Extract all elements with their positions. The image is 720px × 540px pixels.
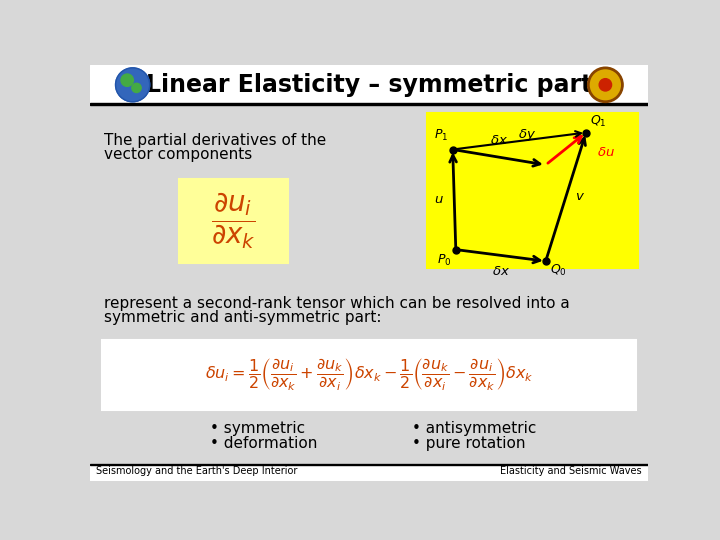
Text: $Q_1$: $Q_1$ xyxy=(590,113,606,129)
Circle shape xyxy=(599,79,611,91)
Text: represent a second-rank tensor which can be resolved into a: represent a second-rank tensor which can… xyxy=(104,296,570,311)
Text: $u$: $u$ xyxy=(434,193,444,206)
Bar xyxy=(179,179,287,264)
Text: • antisymmetric: • antisymmetric xyxy=(412,421,536,436)
Circle shape xyxy=(588,68,622,102)
Text: vector components: vector components xyxy=(104,147,252,162)
Text: $v$: $v$ xyxy=(575,191,585,204)
Circle shape xyxy=(132,83,141,92)
Text: symmetric and anti-symmetric part:: symmetric and anti-symmetric part: xyxy=(104,309,382,325)
Bar xyxy=(90,65,648,103)
Text: $\dfrac{\partial u_i}{\partial x_k}$: $\dfrac{\partial u_i}{\partial x_k}$ xyxy=(211,191,256,251)
Text: $\delta u$: $\delta u$ xyxy=(597,146,615,159)
Circle shape xyxy=(121,74,133,86)
Bar xyxy=(427,112,638,268)
Text: The partial derivatives of the: The partial derivatives of the xyxy=(104,132,326,147)
Bar xyxy=(102,340,636,410)
Text: $\delta x$: $\delta x$ xyxy=(492,266,510,279)
Text: $P_0$: $P_0$ xyxy=(436,253,451,268)
Text: Elasticity and Seismic Waves: Elasticity and Seismic Waves xyxy=(500,467,642,476)
Text: $\delta y$: $\delta y$ xyxy=(518,127,536,143)
Text: $Q_0$: $Q_0$ xyxy=(550,262,567,278)
Bar xyxy=(90,464,648,481)
Text: $\delta u_i = \dfrac{1}{2}\left(\dfrac{\partial u_i}{\partial x_k} + \dfrac{\par: $\delta u_i = \dfrac{1}{2}\left(\dfrac{\… xyxy=(204,357,534,393)
Bar xyxy=(90,105,648,464)
Text: Linear Elasticity – symmetric part: Linear Elasticity – symmetric part xyxy=(146,73,592,97)
Text: $\delta x$: $\delta x$ xyxy=(490,134,508,147)
Text: Seismology and the Earth's Deep Interior: Seismology and the Earth's Deep Interior xyxy=(96,467,297,476)
Text: $P_1$: $P_1$ xyxy=(433,128,448,143)
Text: • deformation: • deformation xyxy=(210,436,318,451)
Bar xyxy=(90,464,648,465)
Text: • symmetric: • symmetric xyxy=(210,421,305,436)
Circle shape xyxy=(116,68,150,102)
Bar xyxy=(90,103,648,105)
Text: • pure rotation: • pure rotation xyxy=(412,436,525,451)
